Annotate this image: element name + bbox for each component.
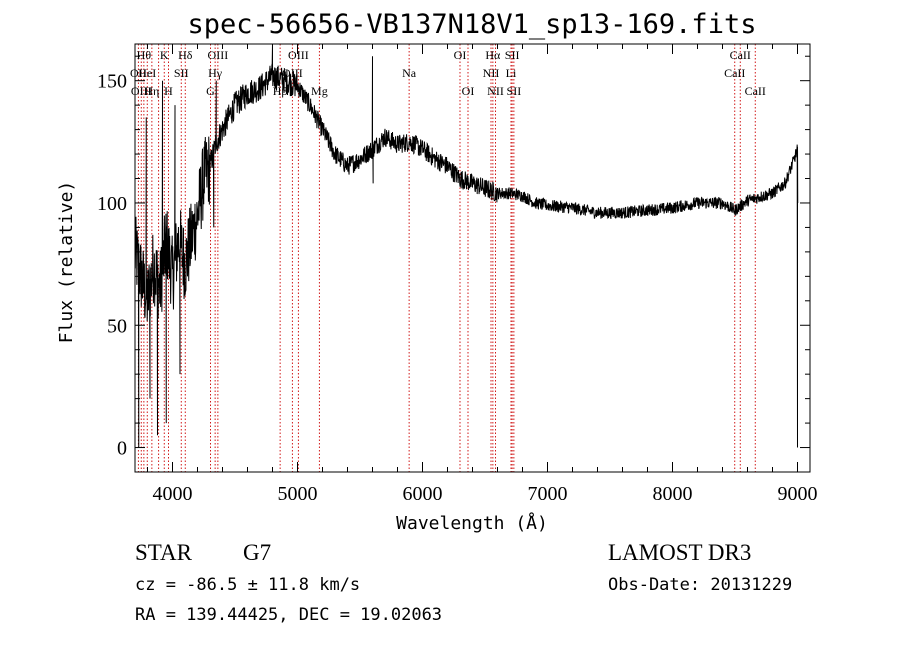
spectral-line-label: OI [454, 48, 467, 62]
plot-border [134, 43, 811, 473]
spectral-line-label: SII [174, 66, 189, 80]
plot-frame [134, 43, 811, 473]
spectrum-line [134, 43, 799, 448]
redshift-readout: cz = -86.5 ± 11.8 km/s [135, 575, 360, 595]
spectral-line-label: H [164, 84, 173, 98]
obs-date: Obs-Date: 20131229 [608, 575, 792, 595]
object-class: STAR [135, 540, 193, 565]
spectral-line-label: SII [505, 48, 520, 62]
spectral-line-label: SII [507, 84, 522, 98]
y-tick-label: 100 [97, 193, 127, 215]
spectral-line-label: HeI [138, 66, 156, 80]
spectral-line-label: Li [506, 66, 517, 80]
object-subclass: G7 [243, 540, 271, 565]
spectral-line-label: OIII [288, 48, 309, 62]
spectral-line-label: CaII [730, 48, 751, 62]
spectral-line-label: CaII [745, 84, 766, 98]
x-tick-label: 5000 [278, 483, 318, 505]
x-tick-label: 9000 [778, 483, 818, 505]
spectral-line-label: Hα [485, 48, 501, 62]
x-tick-label: 4000 [153, 483, 193, 505]
y-tick-label: 0 [117, 438, 127, 460]
x-tick-label: 6000 [403, 483, 443, 505]
spectral-line-labels: OIIOIIIHθHeIHηKHSIIHδGHγOIIIHβOIIIOIIIMg… [130, 48, 766, 98]
spectral-line-label: Na [402, 66, 417, 80]
coordinates: RA = 139.44425, DEC = 19.02063 [135, 605, 442, 625]
chart-title: spec-56656-VB137N18V1_sp13-169.fits [188, 9, 757, 40]
x-tick-label: 7000 [528, 483, 568, 505]
spectral-line-label: NII [483, 66, 500, 80]
spectral-line-label: CaII [724, 66, 745, 80]
y-axis-ticks: 0 50 100 150 [97, 55, 810, 473]
spectral-line-label: OII [130, 66, 147, 80]
spectral-line-label: G [206, 84, 215, 98]
spectral-line-label: Hη [144, 84, 159, 98]
x-tick-label: 8000 [653, 483, 693, 505]
y-tick-label: 50 [107, 315, 127, 337]
spectral-line-label: OIII [131, 84, 152, 98]
survey-name: LAMOST DR3 [608, 540, 751, 565]
spectral-line-label: Hθ [137, 48, 152, 62]
spectral-line-label: OIII [208, 48, 229, 62]
x-axis-label: Wavelength (Å) [396, 512, 548, 534]
y-tick-label: 150 [97, 71, 127, 93]
y-axis-label: Flux (relative) [56, 181, 77, 344]
spectral-line-label: NII [487, 84, 504, 98]
spectral-line-label: OI [462, 84, 475, 98]
spectral-line-label: K [160, 48, 169, 62]
spectrum-layer [134, 43, 799, 448]
x-axis-ticks: 4000 5000 6000 7000 8000 9000 [147, 44, 818, 505]
spectral-line-label: Hδ [178, 48, 193, 62]
spectral-line-label: Hγ [208, 66, 223, 80]
spectral-line-label: Mg [311, 84, 328, 98]
